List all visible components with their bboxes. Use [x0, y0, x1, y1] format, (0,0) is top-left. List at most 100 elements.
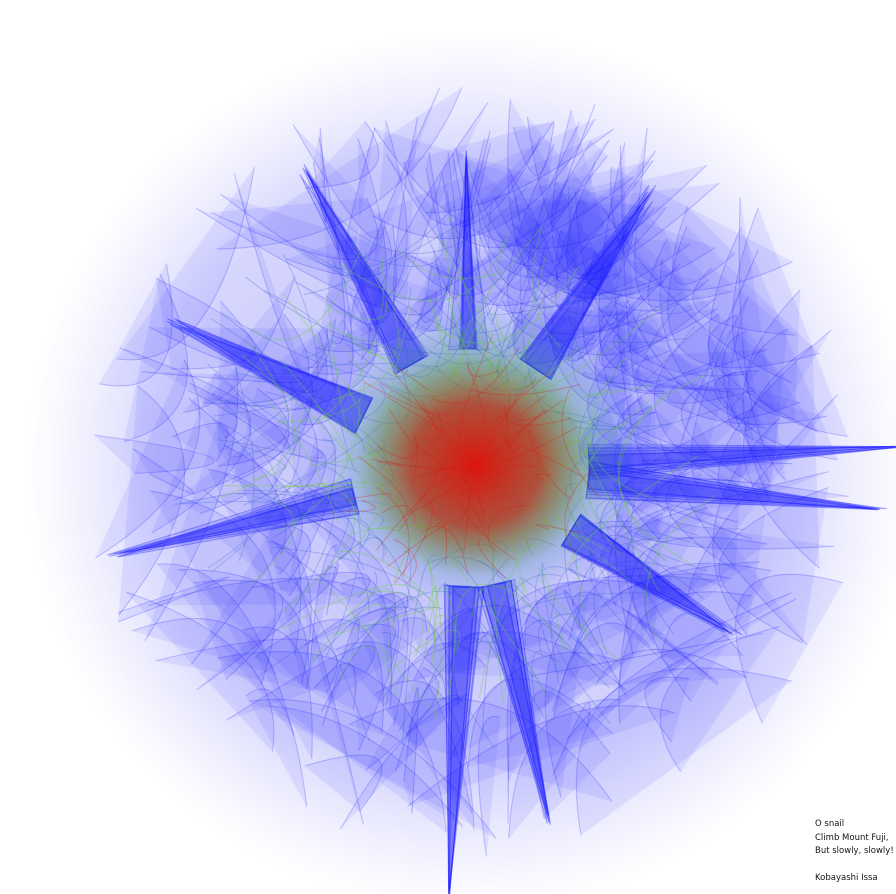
- art-stroke: [563, 589, 628, 697]
- art-stroke: [378, 593, 409, 726]
- art-stroke: [492, 195, 667, 280]
- art-stroke: [223, 473, 365, 571]
- art-stroke: [721, 331, 770, 482]
- art-stroke: [313, 662, 357, 711]
- art-stroke: [455, 148, 569, 291]
- art-stroke: [436, 621, 443, 700]
- art-stroke: [381, 641, 562, 701]
- art-stroke: [659, 441, 808, 646]
- art-stroke: [141, 371, 303, 384]
- art-stroke: [630, 536, 768, 630]
- art-stroke: [412, 443, 442, 474]
- art-stroke: [544, 596, 589, 798]
- art-stroke: [316, 257, 385, 425]
- art-stroke: [214, 524, 311, 597]
- art-stroke: [292, 124, 386, 240]
- art-stroke: [266, 705, 464, 828]
- art-stroke: [239, 489, 323, 531]
- art-stroke: [660, 612, 744, 659]
- art-spike: [476, 578, 550, 822]
- art-stroke: [465, 481, 486, 514]
- art-stroke: [564, 467, 595, 552]
- art-stroke: [196, 566, 338, 691]
- art-stroke: [373, 127, 645, 249]
- art-stroke: [193, 579, 284, 681]
- art-stroke: [254, 495, 370, 614]
- art-spike: [166, 320, 373, 433]
- art-stroke: [467, 678, 613, 767]
- art-stroke: [428, 406, 443, 443]
- art-stroke: [537, 567, 564, 652]
- art-stroke: [487, 505, 531, 539]
- art-stroke: [476, 208, 655, 306]
- art-stroke: [659, 625, 780, 773]
- art-stroke: [494, 468, 516, 479]
- art-stroke: [267, 399, 338, 522]
- art-stroke: [331, 252, 367, 291]
- art-stroke: [644, 297, 682, 355]
- art-spike: [487, 582, 551, 824]
- art-stroke: [471, 584, 570, 651]
- art-stroke: [669, 497, 744, 530]
- art-stroke: [421, 526, 469, 575]
- art-stroke: [524, 575, 719, 647]
- art-stroke: [395, 642, 487, 685]
- art-stroke: [125, 591, 275, 752]
- art-spike: [585, 460, 878, 511]
- art-stroke: [553, 226, 680, 312]
- art-stroke: [348, 292, 372, 333]
- art-stroke: [607, 467, 690, 607]
- art-stroke: [634, 204, 710, 308]
- art-stroke: [339, 693, 468, 830]
- art-stroke: [349, 607, 400, 751]
- art-stroke: [211, 439, 301, 572]
- art-spike: [448, 586, 477, 894]
- art-stroke: [454, 583, 488, 647]
- art-stroke: [293, 574, 364, 825]
- art-stroke: [554, 162, 596, 315]
- art-stroke: [251, 571, 371, 599]
- art-stroke: [144, 367, 239, 642]
- art-stroke: [612, 332, 697, 392]
- art-stroke: [304, 120, 380, 189]
- art-spike: [486, 582, 550, 816]
- art-stroke: [731, 207, 848, 437]
- art-stroke: [460, 501, 517, 561]
- art-stroke: [398, 634, 489, 732]
- art-stroke: [653, 478, 849, 513]
- art-stroke: [508, 699, 622, 839]
- art-spike: [302, 167, 430, 375]
- art-stroke: [360, 591, 424, 656]
- art-stroke: [540, 574, 623, 664]
- art-spike: [167, 318, 374, 435]
- art-stroke: [203, 313, 310, 405]
- art-stroke: [635, 348, 768, 383]
- art-stroke: [578, 537, 694, 630]
- art-stroke: [478, 164, 707, 278]
- art-stroke: [471, 384, 581, 396]
- art-stroke: [519, 394, 546, 421]
- art-stroke: [393, 538, 417, 585]
- art-stroke: [506, 409, 547, 463]
- art-stroke: [493, 256, 546, 343]
- art-stroke: [303, 208, 483, 296]
- art-stroke: [717, 329, 832, 502]
- art-stroke: [550, 613, 611, 725]
- art-stroke: [273, 331, 328, 393]
- art-stroke: [463, 484, 471, 554]
- art-stroke: [349, 264, 400, 359]
- art-stroke: [680, 249, 759, 445]
- art-stroke: [208, 468, 302, 656]
- art-stroke: [345, 499, 376, 513]
- art-stroke: [599, 203, 793, 384]
- art-stroke: [460, 492, 494, 552]
- art-stroke: [566, 253, 682, 333]
- art-spike: [119, 483, 358, 555]
- art-stroke: [626, 610, 719, 684]
- art-spike: [170, 323, 374, 435]
- art-stroke: [553, 573, 733, 718]
- art-stroke: [554, 104, 596, 210]
- art-stroke: [325, 225, 397, 326]
- art-stroke: [552, 701, 591, 776]
- art-stroke: [400, 617, 460, 707]
